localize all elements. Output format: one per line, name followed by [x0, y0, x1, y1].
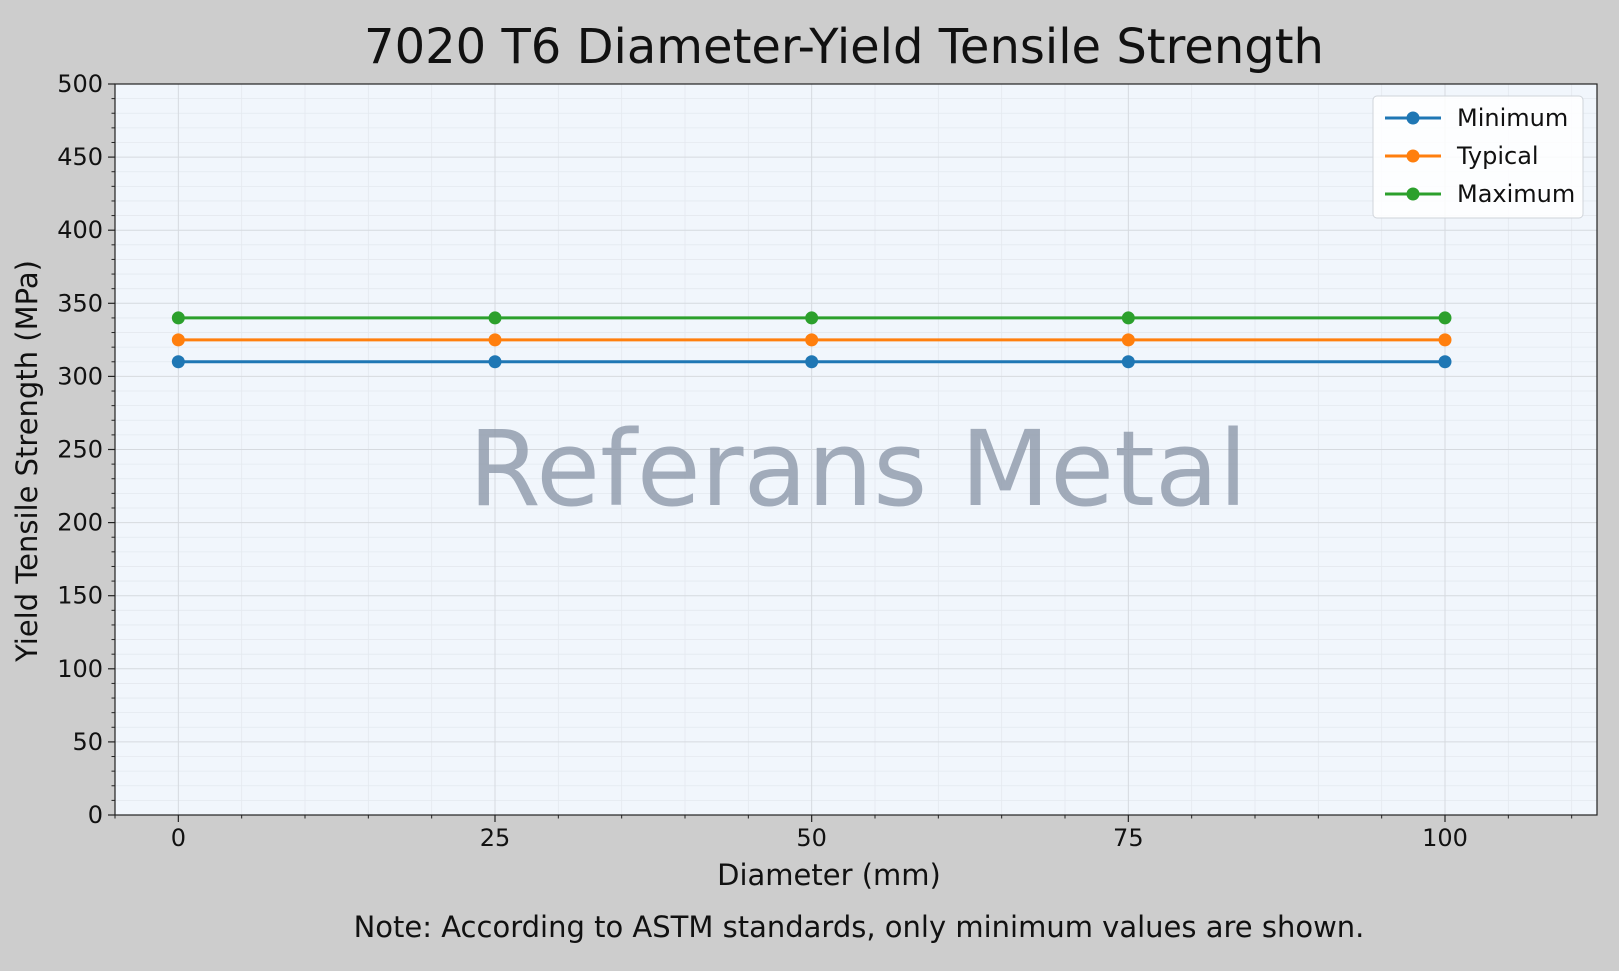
x-tick-label: 100 — [1422, 824, 1468, 852]
data-point-typical — [171, 333, 185, 347]
y-axis-label: Yield Tensile Strength (MPa) — [10, 260, 44, 663]
y-tick-label: 450 — [57, 143, 103, 171]
data-point-maximum — [1121, 311, 1135, 325]
y-tick-label: 0 — [88, 801, 103, 829]
data-point-minimum — [1121, 355, 1135, 369]
data-point-minimum — [805, 355, 819, 369]
y-tick-label: 200 — [57, 509, 103, 537]
x-axis-label: Diameter (mm) — [717, 858, 941, 892]
data-point-typical — [488, 333, 502, 347]
data-point-typical — [1121, 333, 1135, 347]
watermark-text: Referans Metal — [469, 408, 1248, 530]
data-point-minimum — [488, 355, 502, 369]
x-tick-label: 0 — [171, 824, 186, 852]
legend-label-maximum: Maximum — [1457, 180, 1575, 208]
data-point-maximum — [805, 311, 819, 325]
x-tick-label: 75 — [1113, 824, 1144, 852]
chart-note: Note: According to ASTM standards, only … — [354, 910, 1365, 944]
chart-title: 7020 T6 Diameter-Yield Tensile Strength — [364, 19, 1324, 75]
x-axis: 0 25 50 75 100 — [114, 815, 1573, 852]
y-tick-label: 100 — [57, 655, 103, 683]
data-point-typical — [805, 333, 819, 347]
y-tick-label: 250 — [57, 436, 103, 464]
data-point-maximum — [488, 311, 502, 325]
x-tick-label: 25 — [480, 824, 511, 852]
series-layer — [171, 311, 1452, 369]
legend-swatch-marker-minimum — [1406, 111, 1420, 125]
y-tick-label: 400 — [57, 216, 103, 244]
legend-swatch-marker-maximum — [1406, 187, 1420, 201]
data-point-typical — [1438, 333, 1452, 347]
legend-box — [1372, 95, 1584, 219]
data-point-maximum — [1438, 311, 1452, 325]
y-axis: 0 50 100 150 200 250 300 350 400 450 500 — [57, 70, 115, 829]
x-tick-label: 50 — [796, 824, 827, 852]
minor-grid — [115, 84, 1597, 815]
data-point-minimum — [1438, 355, 1452, 369]
y-tick-label: 150 — [57, 582, 103, 610]
y-tick-label: 300 — [57, 362, 103, 390]
y-tick-label: 50 — [72, 728, 103, 756]
legend-swatch-marker-typical — [1406, 149, 1420, 163]
y-tick-label: 350 — [57, 289, 103, 317]
legend: Minimum Typical Maximum — [1372, 95, 1584, 219]
data-point-maximum — [171, 311, 185, 325]
y-tick-label: 500 — [57, 70, 103, 98]
data-point-minimum — [171, 355, 185, 369]
legend-label-typical: Typical — [1456, 142, 1539, 170]
legend-label-minimum: Minimum — [1457, 104, 1568, 132]
